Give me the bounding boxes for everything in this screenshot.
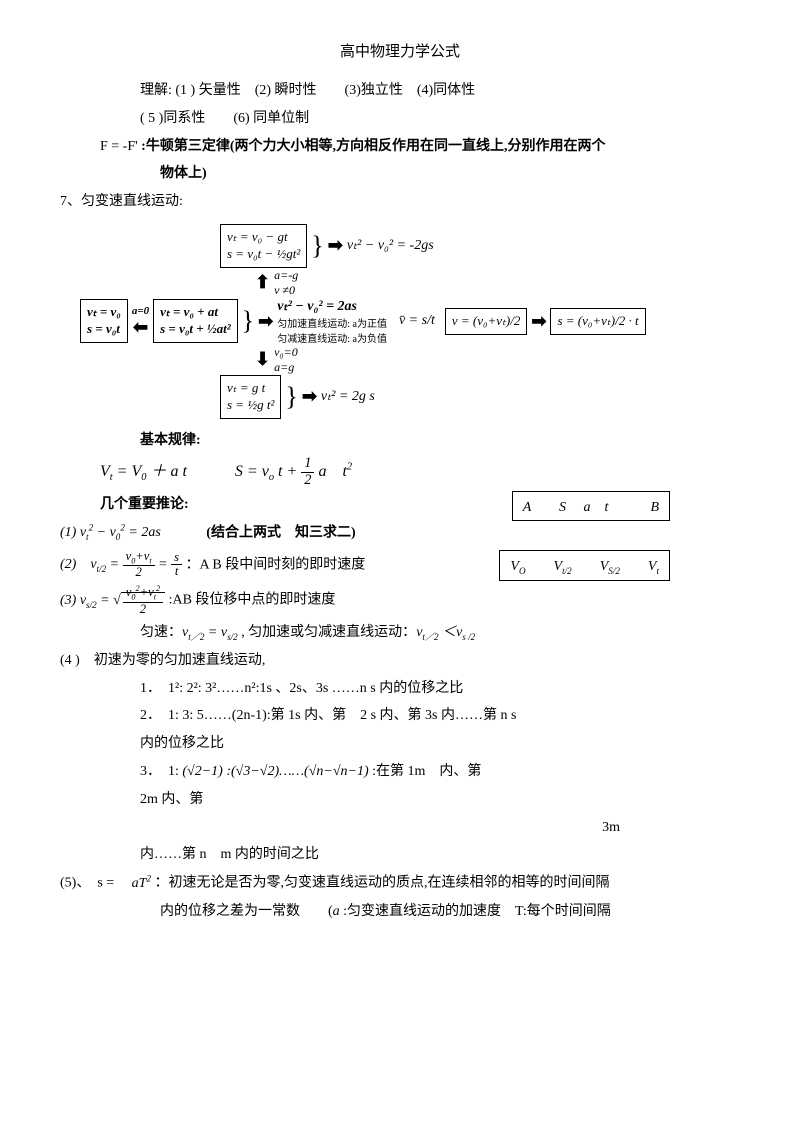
brace-icon: } (311, 231, 323, 261)
paragraph-3: F = -F' :牛顿第三定律(两个力大小相等,方向相反作用在同一直线上,分别作… (60, 135, 740, 159)
uniform-compare: 匀速：vt／2 = vs/2 , 匀加速或匀减速直线运动：vt／2 ＜vs /2 (60, 621, 740, 645)
corollary-4-3d: 内……第 n m 内的时间之比 (60, 843, 740, 867)
corollary-4-3a: 3． 1: (√2−1) :(√3−√2)……(√n−√n−1) :在第 1m … (60, 760, 740, 784)
page-root: 高中物理力学公式 理解: (1 ) 矢量性 (2) 瞬时性 (3)独立性 (4)… (0, 0, 800, 968)
box-vavg: v = (v₀+vₜ)/2 (445, 308, 527, 335)
c2-text: ：A B 段中间时刻的即时速度 (186, 557, 366, 572)
kinematics-diagram: vₜ = v₀ − gt s = v₀t − ½gt² } ➡ vₜ² − v₀… (80, 224, 740, 419)
eq-bot-out: vₜ² = 2g s (321, 388, 375, 405)
cond-a0: a=0 (132, 305, 149, 317)
eq-s-at2: s = v₀t + ½at² (160, 321, 231, 336)
paragraph-1: 理解: (1 ) 矢量性 (2) 瞬时性 (3)独立性 (4)同体性 (60, 79, 740, 103)
box-s: s = (v₀+vₜ)/2 · t (550, 308, 645, 335)
arrow-left-icon: ➡ (133, 317, 148, 338)
corollary-4-title: (4 ) 初速为零的匀加速直线运动, (60, 649, 740, 673)
eq-vt-gt: vₜ = g t (227, 380, 265, 395)
eq-s-vot: s = v₀t (87, 321, 120, 336)
paragraph-2: ( 5 )同系性 (6) 同单位制 (60, 107, 740, 131)
eq-top-out: vₜ² − v₀² = -2gs (347, 237, 434, 254)
arrow-right-icon-2: ➡ (258, 311, 273, 332)
corollary-1: (1) vt2 − v02 = 2as (结合上两式 知三求二) (60, 521, 740, 546)
corollary-4-3c: 3m (60, 816, 740, 840)
eq-vt-at: vₜ = v₀ + at (160, 304, 218, 319)
eq-mid-out: vₜ² − v₀² = 2as (277, 298, 357, 315)
corollary-4-2a: 2． 1: 3: 5……(2n-1):第 1s 内、第 2 s 内、第 3s 内… (60, 704, 740, 728)
box-uniform: vₜ = v₀ s = v₀t (80, 299, 128, 343)
c3-text: :AB 段位移中点的即时速度 (169, 593, 336, 608)
basic-formulas: Vt = V0 ＋ a t S = vo t + 12 a t2 (60, 456, 740, 489)
formula-f: F = -F' (100, 139, 138, 154)
box-velocities: VO Vt/2 VS/2 Vt (499, 550, 670, 581)
note-1: 匀加速直线运动: a为正值 (277, 315, 387, 330)
corollary-4-1: 1． 1²: 2²: 3²……n²:1s 、2s、3s ……n s 内的位移之比 (60, 677, 740, 701)
eq-s-up: s = v₀t − ½gt² (227, 246, 300, 261)
eq-vt-v0: vₜ = v₀ (87, 304, 121, 319)
eq-vbar: v̄ = s/t (399, 313, 435, 329)
box-center: vₜ = v₀ + at s = v₀t + ½at² (153, 299, 238, 343)
corollary-5a: (5)、 s = aT2 ：初速无论是否为零,匀变速直线运动的质点,在连续相邻的… (60, 871, 740, 895)
corollary-4-2b: 内的位移之比 (60, 732, 740, 756)
page-title: 高中物理力学公式 (60, 40, 740, 61)
c1-note: (结合上两式 知三求二) (206, 525, 355, 540)
corollary-4-3b: 2m 内、第 (60, 788, 740, 812)
heading-basic-laws: 基本规律: (60, 429, 740, 453)
cond-down: v₀=0 a=g (274, 345, 298, 375)
box-ASatB: A S a t B (512, 491, 670, 521)
arrow-right-icon-4: ➡ (302, 386, 317, 407)
paragraph-4: 物体上) (60, 162, 740, 186)
cond-up: a=-g v ≠0 (274, 268, 298, 298)
corollary-3: (3) vs/2 = √v02+vt22 :AB 段位移中点的即时速度 (60, 584, 740, 617)
brace-icon-3: } (285, 382, 297, 412)
arrow-right-icon: ➡ (328, 235, 343, 256)
eq-s-gt2: s = ½g t² (227, 397, 274, 412)
arrow-up-icon: ⬆ (255, 272, 270, 293)
arrow-right-icon-3: ➡ (531, 311, 546, 332)
newton-third-law: :牛顿第三定律(两个力大小相等,方向相反作用在同一直线上,分别作用在两个 (141, 139, 605, 154)
box-vertical-up: vₜ = v₀ − gt s = v₀t − ½gt² (220, 224, 307, 268)
corollary-5b: 内的位移之差为一常数 (a :匀变速直线运动的加速度 T:每个时间间隔 (60, 900, 740, 924)
section-7-title: 7、匀变速直线运动: (60, 190, 740, 214)
arrow-down-icon: ⬇ (255, 349, 270, 370)
note-2: 匀减速直线运动: a为负值 (277, 330, 387, 345)
brace-icon-2: } (242, 306, 254, 336)
box-free-fall: vₜ = g t s = ½g t² (220, 375, 281, 419)
eq-vt-v0-gt: vₜ = v₀ − gt (227, 229, 288, 244)
